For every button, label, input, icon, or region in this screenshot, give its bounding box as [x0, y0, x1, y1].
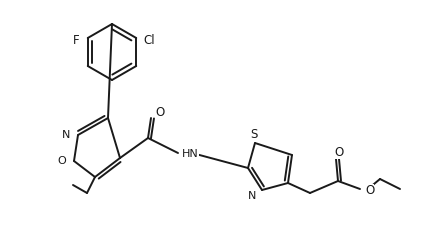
Text: O: O — [334, 145, 344, 159]
Text: O: O — [365, 183, 374, 197]
Text: O: O — [57, 156, 66, 166]
Text: N: N — [248, 191, 256, 201]
Text: Cl: Cl — [143, 35, 155, 48]
Text: HN: HN — [182, 149, 199, 159]
Text: N: N — [62, 130, 70, 140]
Text: O: O — [155, 105, 164, 119]
Text: S: S — [250, 129, 258, 142]
Text: F: F — [72, 34, 79, 46]
